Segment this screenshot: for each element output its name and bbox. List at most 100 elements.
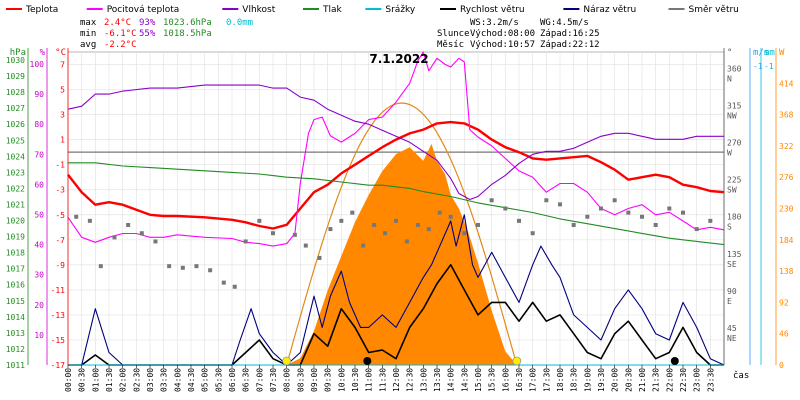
humidity-tick-label: 100	[30, 60, 45, 69]
humidity-tick-label: 30	[34, 271, 44, 280]
wind-direction-point	[558, 202, 562, 207]
solar-tick-label: 92	[779, 298, 789, 307]
solar-tick-label: 414	[779, 79, 794, 88]
direction-compass-label: SE	[727, 260, 737, 269]
temperature-tick-label: 1	[60, 136, 65, 145]
x-tick-label: 04:00	[173, 368, 182, 392]
x-tick-label: 14:30	[460, 368, 469, 392]
x-tick-label: 17:00	[529, 368, 538, 392]
temperature-tick-label: 7	[60, 61, 65, 70]
axes-layer: hPa1030102910281027102610251024102310221…	[6, 48, 794, 370]
wind-direction-point	[271, 231, 275, 236]
pressure-axis-unit: hPa	[10, 48, 26, 58]
x-tick-label: 18:00	[556, 368, 565, 392]
temperature-tick-label: -17	[51, 361, 66, 370]
solar-tick-label: 184	[779, 236, 794, 245]
temperature-tick-label: -13	[51, 311, 66, 320]
wind-direction-point	[139, 231, 144, 236]
pressure-tick-label: 1019	[6, 233, 25, 242]
x-tick-label: 23:00	[693, 368, 702, 392]
direction-compass-label: NW	[727, 112, 737, 121]
temperature-tick-label: -3	[55, 186, 65, 195]
wind-direction-point	[612, 198, 617, 203]
x-tick-label: 05:00	[201, 368, 210, 392]
pressure-tick-label: 1026	[6, 120, 25, 129]
x-tick-label: 10:30	[351, 368, 360, 392]
stats-max-hum: 93%	[139, 18, 156, 28]
direction-compass-label: SW	[727, 186, 737, 195]
direction-tick-label: 90	[727, 287, 737, 296]
wind-direction-point	[517, 218, 521, 223]
series-line-tlak	[68, 162, 725, 246]
direction-compass-label: W	[727, 149, 732, 158]
legend-label: Srážky	[385, 5, 416, 15]
wind-direction-point	[571, 222, 576, 227]
x-tick-label: 06:30	[242, 368, 251, 392]
temperature-tick-label: -1	[55, 161, 65, 170]
wind-direction-point	[394, 218, 398, 223]
moon-label: Měsíc	[437, 40, 464, 50]
wind-direction-point	[317, 255, 322, 260]
x-tick-label: 16:00	[501, 368, 510, 392]
x-tick-label: 01:00	[91, 368, 100, 392]
pressure-tick-label: 1012	[6, 345, 25, 354]
stats-min-press: 1018.5hPa	[163, 29, 212, 39]
x-tick-label: 16:30	[515, 368, 524, 392]
rain-tick-label: -1	[764, 62, 774, 71]
wind-direction-point	[653, 222, 658, 227]
wind-direction-point	[372, 222, 377, 227]
x-tick-label: 11:00	[365, 368, 374, 392]
solar-tick-label: 276	[779, 173, 794, 182]
pressure-tick-label: 1011	[6, 361, 25, 370]
x-tick-label: 00:00	[64, 368, 73, 392]
wind-direction-point	[87, 218, 92, 223]
x-tick-label: 09:30	[324, 368, 333, 392]
humidity-tick-label: 10	[34, 331, 44, 340]
pressure-tick-label: 1023	[6, 168, 25, 177]
x-tick-label: 17:30	[542, 368, 551, 392]
direction-tick-label: 180	[727, 213, 742, 222]
x-tick-label: 12:30	[406, 368, 415, 392]
stats-max-label: max	[80, 18, 97, 28]
x-tick-label: 10:00	[337, 368, 346, 392]
x-tick-label: 12:00	[392, 368, 401, 392]
wind-direction-point	[243, 239, 248, 244]
pressure-tick-label: 1013	[6, 329, 25, 338]
legend-label: Náraz větru	[583, 5, 636, 15]
stats-max-temp: 2.4°C	[104, 18, 131, 28]
humidity-axis-unit: %	[40, 48, 46, 58]
wind-direction-point	[626, 210, 631, 215]
direction-tick-label: 135	[727, 250, 742, 259]
solar-tick-label: 0	[779, 361, 784, 370]
solar-radiation-area	[286, 143, 517, 365]
pressure-tick-label: 1018	[6, 249, 25, 258]
humidity-tick-label: 80	[34, 120, 44, 129]
x-tick-label: 14:00	[447, 368, 456, 392]
wind-direction-point	[681, 210, 685, 215]
legend-label: Vlhkost	[242, 5, 275, 15]
x-tick-label: 22:30	[679, 368, 688, 392]
pressure-tick-label: 1024	[6, 152, 25, 161]
wind-speed-tick-label: -1	[753, 62, 763, 71]
wind-direction-point	[426, 227, 431, 232]
x-tick-label: 23:30	[706, 368, 715, 392]
x-tick-label: 11:30	[378, 368, 387, 392]
temperature-tick-label: -15	[51, 336, 66, 345]
x-tick-label: 21:00	[638, 368, 647, 392]
wind-direction-point	[503, 206, 508, 211]
stats-avg-label: avg	[80, 40, 96, 50]
x-tick-label: 20:30	[624, 368, 633, 392]
x-tick-label: 02:00	[119, 368, 128, 392]
wind-direction-point	[476, 222, 480, 227]
x-tick-label: 13:30	[433, 368, 442, 392]
wind-direction-point	[112, 235, 117, 240]
x-tick-label: 21:30	[652, 368, 661, 392]
pressure-tick-label: 1016	[6, 281, 25, 290]
x-tick-label: 18:30	[570, 368, 579, 392]
pressure-tick-label: 1025	[6, 136, 25, 145]
series-line-vlhkost	[67, 84, 724, 201]
sun-marker	[512, 356, 522, 366]
wind-direction-point	[489, 198, 494, 203]
wind-direction-point	[194, 264, 199, 269]
stats-min-hum: 55%	[139, 29, 156, 39]
